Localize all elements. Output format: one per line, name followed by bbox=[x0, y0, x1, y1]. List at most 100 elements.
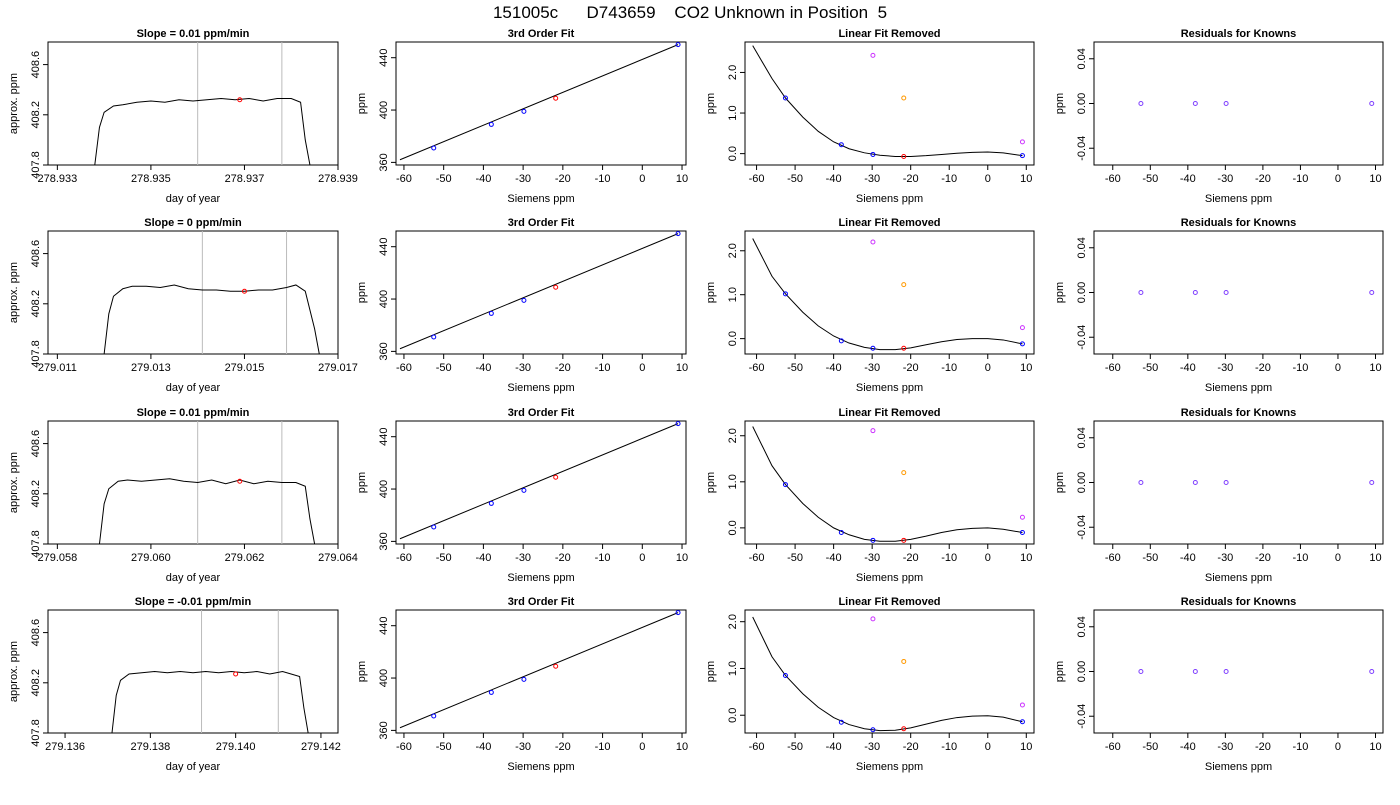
x-tick-label: -50 bbox=[1142, 552, 1158, 564]
x-tick-label: -40 bbox=[826, 362, 842, 374]
extra-point-orange bbox=[901, 95, 907, 101]
figure-title: 151005c D743659 CO2 Unknown in Position … bbox=[493, 3, 887, 22]
panel-title: Slope = 0.01 ppm/min bbox=[137, 28, 250, 40]
x-axis-label: day of year bbox=[166, 761, 221, 773]
data-layer bbox=[111, 610, 309, 733]
x-tick-label: -50 bbox=[787, 741, 803, 753]
residual-point bbox=[1138, 290, 1144, 295]
panel-row3-trace: Slope = 0.01 ppm/min 279.058 279.060 279.06… bbox=[8, 407, 358, 584]
panel-row4-fit: 3rd Order Fit -60 -50 -40 -30 -20 -10 0 10 360 400… bbox=[356, 596, 688, 773]
extra-point-magenta bbox=[1019, 139, 1025, 145]
known-point bbox=[488, 121, 494, 127]
y-tick-label: 2.0 bbox=[727, 65, 739, 80]
x-tick-label: -50 bbox=[787, 173, 803, 185]
residual-point bbox=[1223, 669, 1229, 674]
x-tick-label: 0 bbox=[639, 552, 645, 564]
x-tick-label: -30 bbox=[1217, 552, 1233, 564]
residual-point bbox=[1369, 101, 1375, 106]
x-tick-label: -60 bbox=[396, 362, 412, 374]
y-tick-label: 440 bbox=[378, 49, 390, 67]
fit-line bbox=[399, 612, 679, 729]
x-tick-label: -20 bbox=[555, 173, 571, 185]
x-tick-label: -60 bbox=[1105, 362, 1121, 374]
y-tick-label: 0.0 bbox=[727, 520, 739, 535]
unknown-point bbox=[901, 726, 907, 732]
known-point bbox=[1019, 341, 1025, 347]
mean-marker bbox=[237, 97, 243, 103]
residual-point bbox=[1192, 101, 1198, 106]
x-tick-label: 10 bbox=[1369, 741, 1381, 753]
fit-line bbox=[399, 233, 679, 350]
panel-title: 3rd Order Fit bbox=[508, 28, 575, 40]
y-tick-label: 407.8 bbox=[30, 340, 42, 368]
panel-title: Residuals for Knowns bbox=[1181, 217, 1297, 229]
x-tick-label: 279.062 bbox=[225, 552, 265, 564]
x-tick-label: -30 bbox=[1217, 362, 1233, 374]
y-tick-label: 360 bbox=[378, 532, 390, 550]
y-tick-label: 1.0 bbox=[727, 661, 739, 676]
x-tick-label: -30 bbox=[515, 552, 531, 564]
x-tick-label: 0 bbox=[1335, 362, 1341, 374]
x-tick-label: -50 bbox=[436, 552, 452, 564]
x-tick-label: 0 bbox=[1335, 173, 1341, 185]
data-layer bbox=[399, 610, 681, 729]
y-tick-label: 0.00 bbox=[1076, 93, 1088, 114]
y-axis-label: ppm bbox=[1054, 661, 1066, 682]
x-axis-label: Siemens ppm bbox=[507, 572, 574, 584]
x-tick-label: -50 bbox=[1142, 741, 1158, 753]
fit-curve bbox=[752, 426, 1023, 542]
y-tick-label: 408.2 bbox=[30, 101, 42, 129]
trace-line bbox=[103, 284, 320, 354]
x-axis-label: Siemens ppm bbox=[856, 572, 923, 584]
x-tick-label: -50 bbox=[436, 173, 452, 185]
y-tick-label: 360 bbox=[378, 153, 390, 171]
x-tick-label: -60 bbox=[749, 362, 765, 374]
y-tick-label: -0.04 bbox=[1076, 515, 1088, 540]
y-tick-label: -0.04 bbox=[1076, 325, 1088, 350]
y-axis-label: ppm bbox=[705, 472, 717, 493]
y-tick-label: 407.8 bbox=[30, 530, 42, 558]
x-tick-label: -20 bbox=[555, 362, 571, 374]
extra-point-magenta bbox=[1019, 325, 1025, 331]
x-tick-label: -60 bbox=[1105, 741, 1121, 753]
y-tick-label: 400 bbox=[378, 101, 390, 119]
known-point bbox=[782, 482, 788, 488]
x-tick-label: 279.013 bbox=[131, 362, 171, 374]
known-point bbox=[431, 145, 437, 151]
known-point bbox=[870, 345, 876, 351]
x-tick-label: -30 bbox=[515, 741, 531, 753]
y-tick-label: 1.0 bbox=[727, 105, 739, 120]
extra-point-orange bbox=[901, 470, 907, 476]
panel-row1-trace: Slope = 0.01 ppm/min 278.933 278.935 278.93… bbox=[8, 28, 358, 205]
x-axis-label: Siemens ppm bbox=[1205, 572, 1272, 584]
panel-title: Residuals for Knowns bbox=[1181, 28, 1297, 40]
x-tick-label: 0 bbox=[985, 173, 991, 185]
extra-point-magenta bbox=[870, 616, 876, 622]
x-tick-label: 279.138 bbox=[130, 741, 170, 753]
known-point bbox=[488, 310, 494, 316]
x-tick-label: 10 bbox=[676, 741, 688, 753]
data-layer bbox=[1138, 669, 1375, 674]
extra-point-magenta bbox=[1019, 702, 1025, 708]
known-point bbox=[675, 421, 681, 427]
x-tick-label: -20 bbox=[555, 552, 571, 564]
panel-grid: Slope = 0.01 ppm/min 278.933 278.935 278.93… bbox=[8, 28, 1384, 773]
y-tick-label: 0.00 bbox=[1076, 282, 1088, 303]
known-point bbox=[838, 338, 844, 344]
known-point bbox=[521, 676, 527, 682]
x-axis-label: Siemens ppm bbox=[507, 193, 574, 205]
y-tick-label: 0.0 bbox=[727, 708, 739, 723]
x-tick-label: -10 bbox=[1292, 552, 1308, 564]
known-point bbox=[782, 672, 788, 678]
panel-title: Residuals for Knowns bbox=[1181, 596, 1297, 608]
y-tick-label: 2.0 bbox=[727, 428, 739, 443]
known-point bbox=[675, 231, 681, 237]
x-tick-label: 279.060 bbox=[131, 552, 171, 564]
y-tick-label: 408.2 bbox=[30, 480, 42, 508]
plot-frame bbox=[1093, 41, 1384, 166]
plot-frame bbox=[744, 41, 1035, 166]
known-point bbox=[521, 487, 527, 493]
y-tick-label: 408.6 bbox=[30, 430, 42, 458]
y-axis-label: ppm bbox=[705, 282, 717, 303]
known-point bbox=[870, 151, 876, 157]
